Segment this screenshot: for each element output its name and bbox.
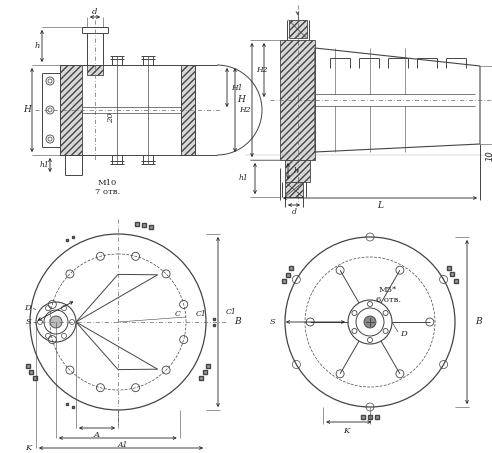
Text: h1: h1	[40, 161, 50, 169]
Text: L: L	[377, 202, 383, 211]
Text: d: d	[292, 208, 297, 216]
Bar	[285, 160, 310, 182]
Text: K: K	[25, 444, 31, 452]
Text: 10: 10	[486, 151, 492, 161]
Text: A: A	[94, 431, 100, 439]
Text: 7 отв.: 7 отв.	[94, 188, 120, 196]
Text: H2: H2	[239, 106, 250, 114]
Bar	[60, 65, 82, 155]
Text: M5*: M5*	[379, 286, 397, 294]
Text: h1: h1	[238, 174, 248, 183]
Text: B: B	[475, 318, 482, 327]
Circle shape	[50, 316, 62, 328]
Text: D: D	[24, 304, 31, 312]
Bar	[288, 20, 307, 38]
Bar	[87, 65, 103, 75]
Text: H2: H2	[256, 66, 268, 74]
Text: D: D	[400, 330, 407, 338]
Text: S: S	[25, 318, 31, 326]
Text: H: H	[237, 96, 245, 105]
Text: М10: М10	[97, 179, 117, 187]
Text: d: d	[92, 8, 98, 16]
Bar	[280, 40, 315, 160]
Text: C1: C1	[226, 308, 237, 316]
Text: H: H	[23, 106, 31, 115]
Text: C1: C1	[196, 310, 207, 318]
Text: S: S	[269, 318, 275, 326]
Text: B: B	[234, 318, 241, 327]
Text: 20: 20	[107, 113, 115, 123]
Text: H1: H1	[231, 83, 243, 92]
Bar	[181, 65, 195, 155]
Text: K: K	[343, 427, 350, 435]
Text: A1: A1	[118, 441, 128, 449]
Circle shape	[364, 316, 376, 328]
Text: h: h	[34, 42, 40, 50]
Text: C: C	[175, 310, 181, 318]
Text: 6 отв.: 6 отв.	[375, 296, 400, 304]
Text: h: h	[294, 167, 299, 175]
Bar	[285, 182, 303, 197]
